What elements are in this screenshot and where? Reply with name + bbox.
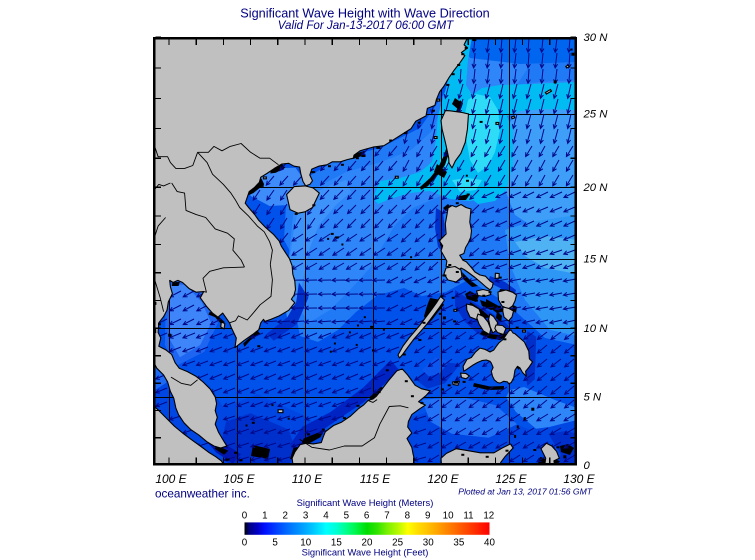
svg-text:Significant Wave Height (Feet): Significant Wave Height (Feet) <box>302 546 429 557</box>
svg-text:0: 0 <box>242 538 248 549</box>
svg-text:6: 6 <box>364 511 370 522</box>
svg-text:Valid For Jan-13-2017 06:00 GM: Valid For Jan-13-2017 06:00 GMT <box>278 19 454 32</box>
svg-text:100 E: 100 E <box>155 472 187 486</box>
svg-text:105 E: 105 E <box>223 472 255 486</box>
svg-text:20 N: 20 N <box>583 182 609 194</box>
svg-text:120 E: 120 E <box>427 472 459 486</box>
svg-text:25 N: 25 N <box>583 108 609 120</box>
svg-text:Significant Wave Height (Meter: Significant Wave Height (Meters) <box>297 497 434 508</box>
svg-text:5 N: 5 N <box>584 392 602 404</box>
svg-text:oceanweather inc.: oceanweather inc. <box>155 487 250 500</box>
svg-text:5: 5 <box>272 538 278 549</box>
svg-text:10: 10 <box>443 511 454 522</box>
svg-text:20: 20 <box>362 538 373 549</box>
svg-text:110 E: 110 E <box>292 472 323 486</box>
svg-text:35: 35 <box>453 538 464 549</box>
svg-text:5: 5 <box>344 511 350 522</box>
svg-text:7: 7 <box>384 511 389 522</box>
svg-text:15: 15 <box>331 538 342 549</box>
svg-text:30 N: 30 N <box>584 32 609 44</box>
svg-text:2: 2 <box>282 511 287 522</box>
svg-text:3: 3 <box>303 511 309 522</box>
svg-text:Significant Wave Height with W: Significant Wave Height with Wave Direct… <box>240 6 489 20</box>
svg-text:8: 8 <box>405 511 411 522</box>
svg-text:25: 25 <box>392 538 403 549</box>
svg-text:12: 12 <box>483 511 494 522</box>
svg-text:10 N: 10 N <box>584 323 609 335</box>
svg-text:0: 0 <box>242 511 248 522</box>
svg-text:15 N: 15 N <box>584 253 609 265</box>
svg-text:10: 10 <box>300 538 311 549</box>
svg-text:1: 1 <box>262 511 267 522</box>
svg-text:125 E: 125 E <box>495 472 527 486</box>
svg-text:30: 30 <box>423 538 434 549</box>
svg-text:0: 0 <box>584 460 591 472</box>
svg-text:9: 9 <box>425 511 430 522</box>
svg-text:Plotted at Jan 13, 2017 01:56: Plotted at Jan 13, 2017 01:56 GMT <box>458 486 593 496</box>
svg-text:11: 11 <box>463 511 473 522</box>
svg-text:115 E: 115 E <box>360 472 391 486</box>
svg-text:40: 40 <box>484 538 495 549</box>
svg-text:4: 4 <box>323 511 329 522</box>
svg-text:130 E: 130 E <box>563 472 595 486</box>
